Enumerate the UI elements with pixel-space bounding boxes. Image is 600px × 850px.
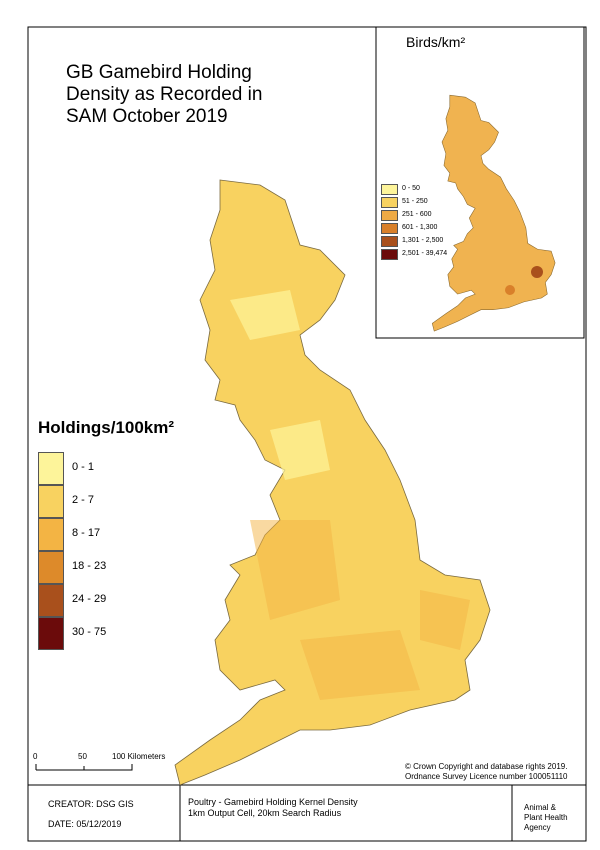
scale-label: 50 bbox=[78, 752, 87, 761]
legend-swatch bbox=[38, 518, 64, 551]
inset-legend-swatch bbox=[381, 184, 398, 195]
scale-bar bbox=[35, 764, 133, 771]
inset-title: Birds/km² bbox=[406, 34, 466, 50]
low-density-area bbox=[230, 290, 330, 480]
inset-legend-swatch bbox=[381, 236, 398, 247]
legend-label: 30 - 75 bbox=[72, 626, 107, 638]
higher-density-area bbox=[250, 520, 470, 700]
copyright: Ordnance Survey Licence number 100051110 bbox=[405, 772, 568, 781]
legend-swatch bbox=[38, 617, 64, 650]
inset-legend-label: 51 - 250 bbox=[402, 198, 428, 205]
agency: Plant Health bbox=[524, 813, 568, 822]
agency: Agency bbox=[524, 823, 551, 832]
legend-swatch bbox=[38, 584, 64, 617]
legend-label: 0 - 1 bbox=[72, 461, 95, 473]
copyright: © Crown Copyright and database rights 20… bbox=[405, 762, 568, 771]
description: 1km Output Cell, 20km Search Radius bbox=[188, 808, 342, 818]
description: Poultry - Gamebird Holding Kernel Densit… bbox=[188, 797, 358, 807]
inset-legend-label: 251 - 600 bbox=[402, 211, 432, 218]
inset-legend-label: 601 - 1,300 bbox=[402, 224, 438, 231]
inset-legend-swatch bbox=[381, 197, 398, 208]
scale-label: 0 bbox=[33, 752, 38, 761]
legend-swatch bbox=[38, 485, 64, 518]
inset-legend-swatch bbox=[381, 223, 398, 234]
map-title: GB Gamebird Holding Density as Recorded … bbox=[66, 62, 263, 127]
inset-legend-swatch bbox=[381, 249, 398, 260]
inset-hotspot bbox=[505, 285, 515, 295]
legend-title: Holdings/100km² bbox=[38, 418, 175, 437]
scale-label: 100 Kilometers bbox=[112, 752, 166, 761]
inset-legend-swatch bbox=[381, 210, 398, 221]
inset-hotspot bbox=[531, 266, 543, 278]
inset-legend-label: 1,301 - 2,500 bbox=[402, 237, 444, 244]
legend-label: 2 - 7 bbox=[72, 494, 95, 506]
legend-swatch bbox=[38, 452, 64, 485]
date: DATE: 05/12/2019 bbox=[48, 819, 122, 829]
legend-label: 24 - 29 bbox=[72, 593, 107, 605]
agency: Animal & bbox=[524, 803, 557, 812]
footer-border bbox=[27, 784, 587, 842]
inset-legend-label: 0 - 50 bbox=[402, 185, 420, 192]
creator: CREATOR: DSG GIS bbox=[48, 799, 134, 809]
legend-label: 18 - 23 bbox=[72, 560, 107, 572]
inset-legend-label: 2,501 - 39,474 bbox=[402, 250, 448, 257]
legend-label: 8 - 17 bbox=[72, 527, 101, 539]
legend-swatch bbox=[38, 551, 64, 584]
